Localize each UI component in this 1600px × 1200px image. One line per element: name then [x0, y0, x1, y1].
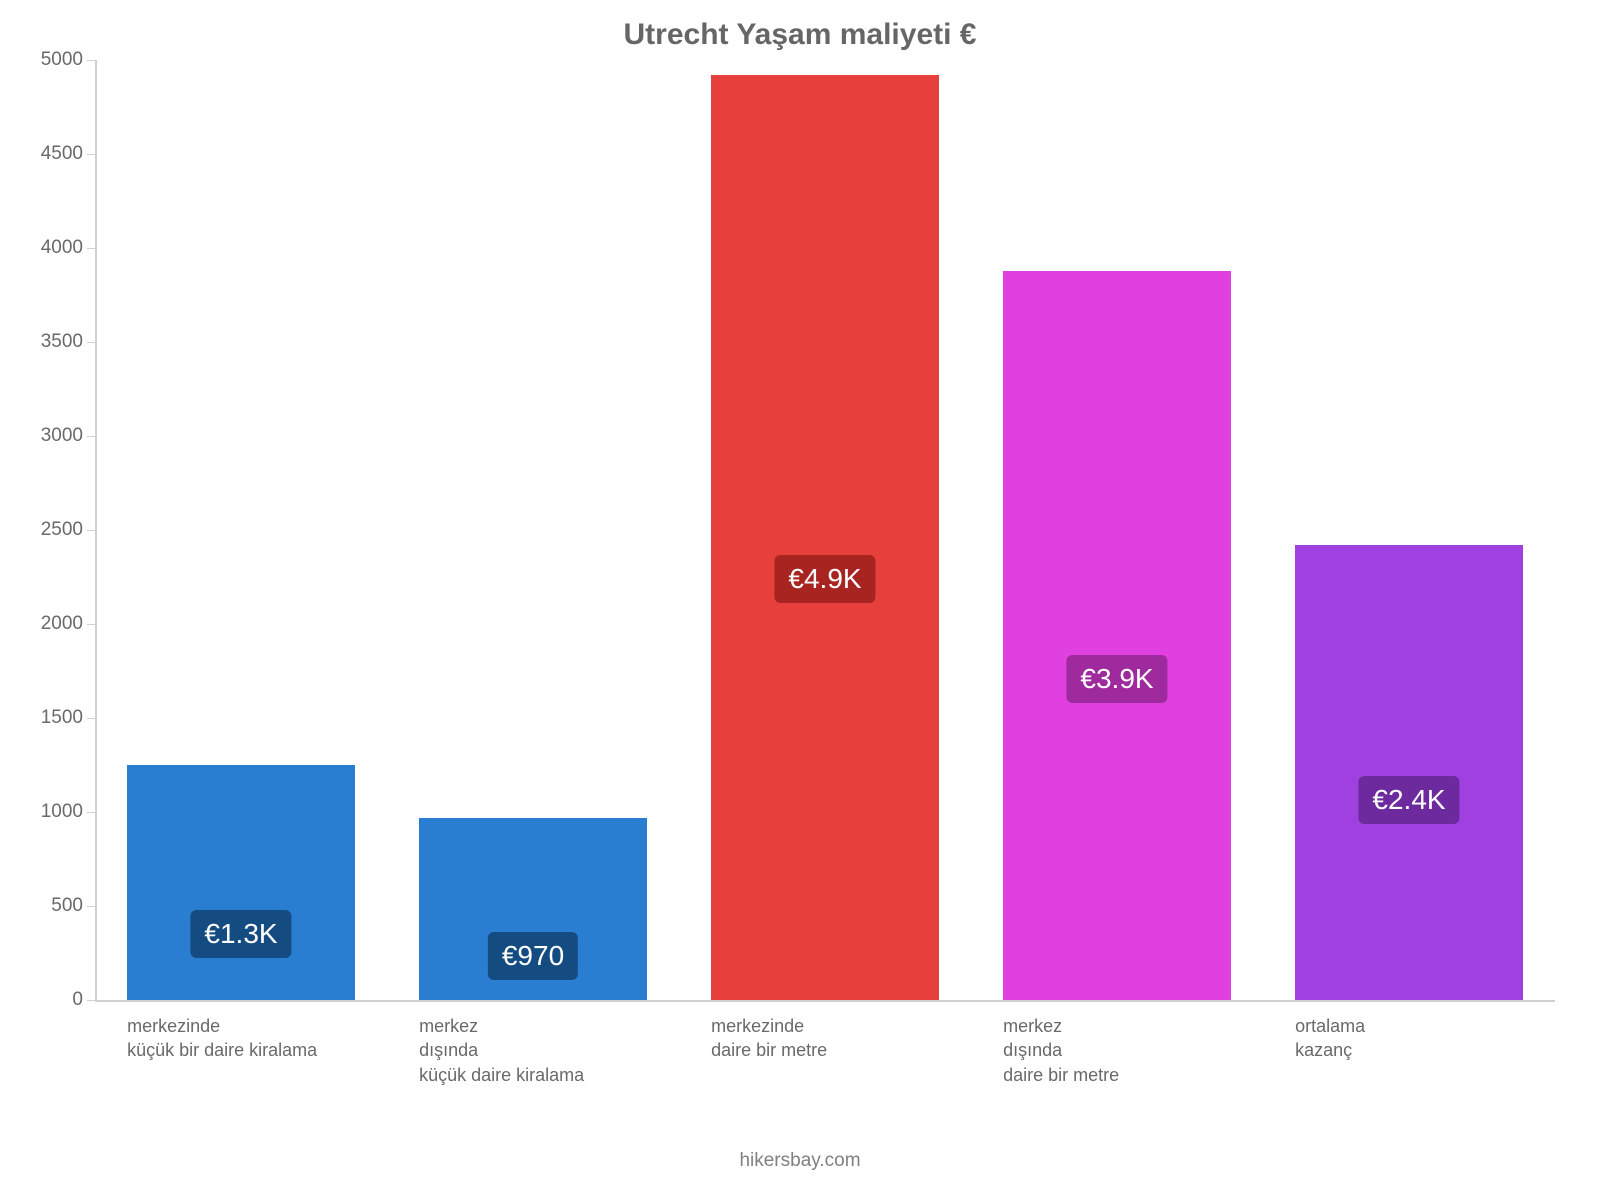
y-tick-label: 4000 — [13, 237, 83, 259]
y-tick-label: 0 — [13, 989, 83, 1011]
x-category-label: merkezindeküçük bir daire kiralama — [127, 1014, 385, 1063]
bar — [711, 75, 939, 1000]
y-tick-label: 3500 — [13, 331, 83, 353]
bar-value-label: €1.3K — [190, 910, 291, 958]
y-tick-mark — [87, 624, 95, 625]
y-tick-mark — [87, 718, 95, 719]
bar — [127, 765, 355, 1000]
chart-container: Utrecht Yaşam maliyeti € 050010001500200… — [0, 0, 1600, 1200]
y-tick-mark — [87, 154, 95, 155]
bar-value-label: €970 — [488, 932, 578, 980]
y-tick-label: 500 — [13, 895, 83, 917]
x-category-label: merkezindedaire bir metre — [711, 1014, 969, 1063]
chart-credit: hikersbay.com — [0, 1150, 1600, 1172]
y-tick-label: 2000 — [13, 613, 83, 635]
chart-title: Utrecht Yaşam maliyeti € — [0, 18, 1600, 52]
y-axis — [95, 60, 97, 1000]
y-tick-label: 3000 — [13, 425, 83, 447]
y-tick-label: 2500 — [13, 519, 83, 541]
y-tick-label: 1000 — [13, 801, 83, 823]
bar — [1003, 271, 1231, 1000]
bar-value-label: €3.9K — [1066, 655, 1167, 703]
bar-value-label: €4.9K — [774, 555, 875, 603]
bar-value-label: €2.4K — [1358, 776, 1459, 824]
y-tick-mark — [87, 342, 95, 343]
y-tick-mark — [87, 1000, 95, 1001]
x-category-label: merkezdışındaküçük daire kiralama — [419, 1014, 677, 1087]
y-tick-mark — [87, 248, 95, 249]
y-tick-mark — [87, 906, 95, 907]
y-tick-label: 5000 — [13, 49, 83, 71]
y-tick-mark — [87, 812, 95, 813]
x-axis — [95, 1000, 1555, 1002]
plot-area: 0500100015002000250030003500400045005000… — [95, 60, 1555, 1000]
y-tick-mark — [87, 60, 95, 61]
y-tick-label: 1500 — [13, 707, 83, 729]
y-tick-mark — [87, 436, 95, 437]
x-category-label: ortalamakazanç — [1295, 1014, 1553, 1063]
y-tick-mark — [87, 530, 95, 531]
y-tick-label: 4500 — [13, 143, 83, 165]
x-category-label: merkezdışındadaire bir metre — [1003, 1014, 1261, 1087]
bar — [1295, 545, 1523, 1000]
